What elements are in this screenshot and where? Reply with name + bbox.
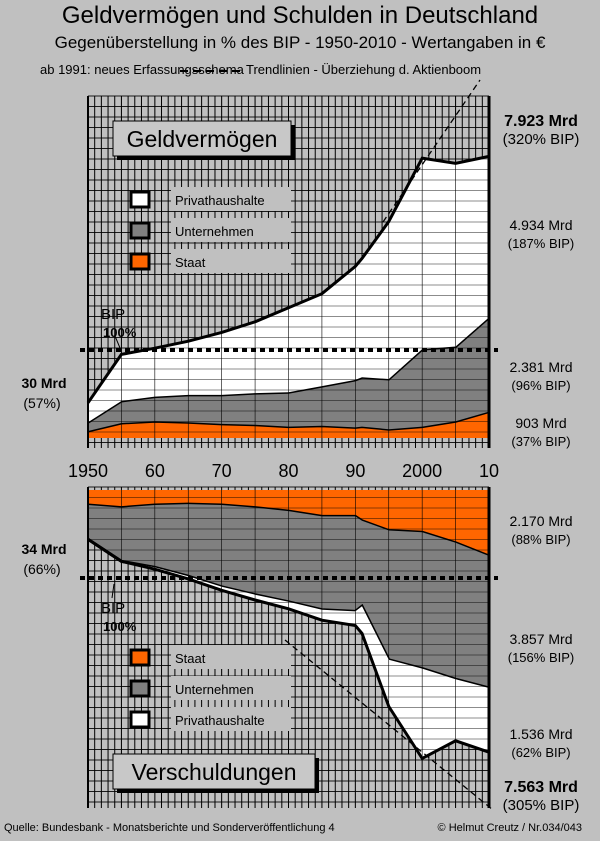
- assets-legend-swatch-state: [129, 252, 151, 271]
- assets-legend-label-bg: [171, 249, 291, 273]
- x-tick-label: 60: [145, 461, 165, 481]
- x-tick-label: 1950: [68, 461, 108, 481]
- assets-legend-label-state: Staat: [175, 255, 206, 270]
- debts-end-total-value: 7.563 Mrd: [504, 779, 578, 796]
- debts-trendline: [284, 639, 494, 811]
- assets-reference-arrow: [114, 335, 121, 349]
- debts-title: Verschuldungen: [132, 759, 297, 785]
- x-tick-label: 80: [278, 461, 298, 481]
- debts-end-state-value: 2.170 Mrd: [509, 513, 572, 529]
- x-tick-label: 70: [212, 461, 232, 481]
- x-tick-label: 2000: [402, 461, 442, 481]
- debts-legend-label-bg: [171, 707, 291, 731]
- trendline-legend-sample: [180, 70, 240, 72]
- x-tick-label: 10: [479, 461, 499, 481]
- debts-end-private-percent: (62% BIP): [511, 745, 570, 760]
- assets-legend-swatch-private: [129, 190, 151, 209]
- assets-end-private-value: 4.934 Mrd: [509, 217, 572, 233]
- debts-end-state-percent: (88% BIP): [511, 532, 570, 547]
- assets-legend-label-private: Privathaushalte: [175, 193, 265, 208]
- debts-end-total-percent: (305% BIP): [503, 797, 580, 814]
- assets-end-corporate-value: 2.381 Mrd: [509, 359, 572, 375]
- assets-end-state-value: 903 Mrd: [515, 415, 566, 431]
- debts-legend-swatch-state: [129, 648, 151, 667]
- assets-reference-label: BIP: [101, 306, 125, 323]
- assets-line-private: [86, 154, 490, 404]
- assets-reference-value: 100%: [103, 325, 137, 340]
- debts-title-box: [112, 753, 316, 790]
- debts-reference-value: 100%: [103, 619, 137, 634]
- assets-legend-label-bg: [171, 218, 291, 242]
- debts-reference-arrow: [111, 583, 115, 599]
- note-schema-change: ab 1991: neues Erfassungsschema: [40, 62, 244, 77]
- debts-legend-label-corporate: Unternehmen: [175, 682, 254, 697]
- assets-end-total-percent: (320% BIP): [503, 131, 580, 148]
- assets-trendline: [382, 79, 481, 223]
- assets-legend-label-bg: [171, 187, 291, 211]
- debts-legend-label-bg: [171, 645, 291, 669]
- debts-end-private-value: 1.536 Mrd: [509, 726, 572, 742]
- assets-title: Geldvermögen: [127, 126, 278, 152]
- debts-legend-label-state: Staat: [175, 651, 206, 666]
- page-title: Geldvermögen und Schulden in Deutschland: [61, 2, 539, 29]
- debts-end-corporate-percent: (156% BIP): [508, 650, 574, 665]
- copyright-note: © Helmut Creutz / Nr.034/043: [437, 822, 582, 834]
- assets-legend-swatch-corporate: [129, 221, 151, 240]
- assets-start-percent: (57%): [23, 395, 60, 411]
- debts-start-value: 34 Mrd: [21, 541, 66, 557]
- debts-legend-swatch-corporate: [129, 679, 151, 698]
- debts-end-corporate-value: 3.857 Mrd: [509, 631, 572, 647]
- source-note: Quelle: Bundesbank - Monatsberichte und …: [4, 822, 335, 834]
- assets-end-private-percent: (187% BIP): [508, 236, 574, 251]
- assets-end-corporate-percent: (96% BIP): [511, 378, 570, 393]
- x-tick-label: 90: [345, 461, 365, 481]
- assets-start-value: 30 Mrd: [21, 375, 66, 391]
- note-trendlines: Trendlinien - Überziehung d. Aktienboom: [246, 62, 482, 77]
- debts-legend-label-bg: [171, 676, 291, 700]
- assets-end-total-value: 7.923 Mrd: [504, 113, 578, 130]
- assets-end-state-percent: (37% BIP): [511, 434, 570, 449]
- page-subtitle: Gegenüberstellung in % des BIP - 1950-20…: [54, 33, 546, 52]
- debts-legend-label-private: Privathaushalte: [175, 713, 265, 728]
- debts-legend-swatch-private: [129, 710, 151, 729]
- debts-start-percent: (66%): [23, 561, 60, 577]
- assets-title-box: [112, 120, 292, 157]
- debts-reference-label: BIP: [101, 600, 125, 617]
- assets-legend-label-corporate: Unternehmen: [175, 224, 254, 239]
